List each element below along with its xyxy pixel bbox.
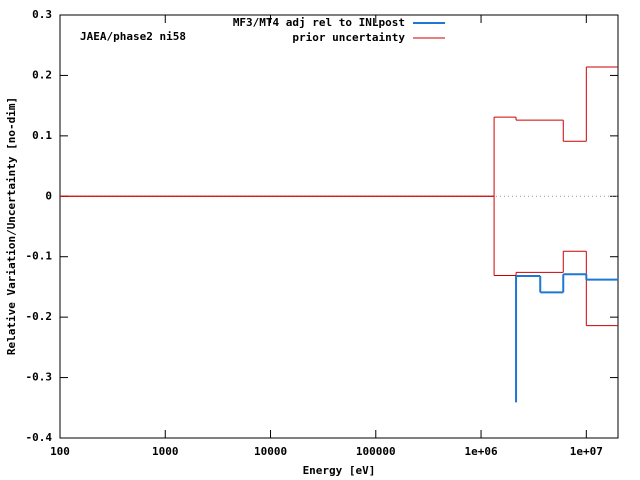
y-tick-label: -0.4 xyxy=(26,431,53,444)
y-tick-label: 0.2 xyxy=(32,68,52,81)
legend-label: prior uncertainty xyxy=(292,31,405,44)
x-tick-label: 1e+07 xyxy=(570,445,603,458)
annotation: JAEA/phase2 ni58 xyxy=(80,30,186,43)
x-tick-label: 1e+06 xyxy=(464,445,497,458)
y-tick-label: -0.2 xyxy=(26,310,53,323)
y-tick-label: 0 xyxy=(45,189,52,202)
x-axis-label: Energy [eV] xyxy=(303,464,376,477)
plot-frame xyxy=(59,14,619,439)
y-axis-label: Relative Variation/Uncertainty [no-dim] xyxy=(5,97,18,355)
x-tick-label: 100 xyxy=(50,445,70,458)
x-tick-label: 1000 xyxy=(152,445,179,458)
legend-label: MF3/MT4 adj rel to INLpost xyxy=(233,16,405,29)
x-tick-label: 100000 xyxy=(356,445,396,458)
x-tick-label: 10000 xyxy=(254,445,287,458)
y-tick-label: 0.3 xyxy=(32,8,52,21)
y-tick-label: -0.1 xyxy=(26,250,53,263)
y-tick-label: -0.3 xyxy=(26,371,53,384)
y-tick-label: 0.1 xyxy=(32,129,52,142)
